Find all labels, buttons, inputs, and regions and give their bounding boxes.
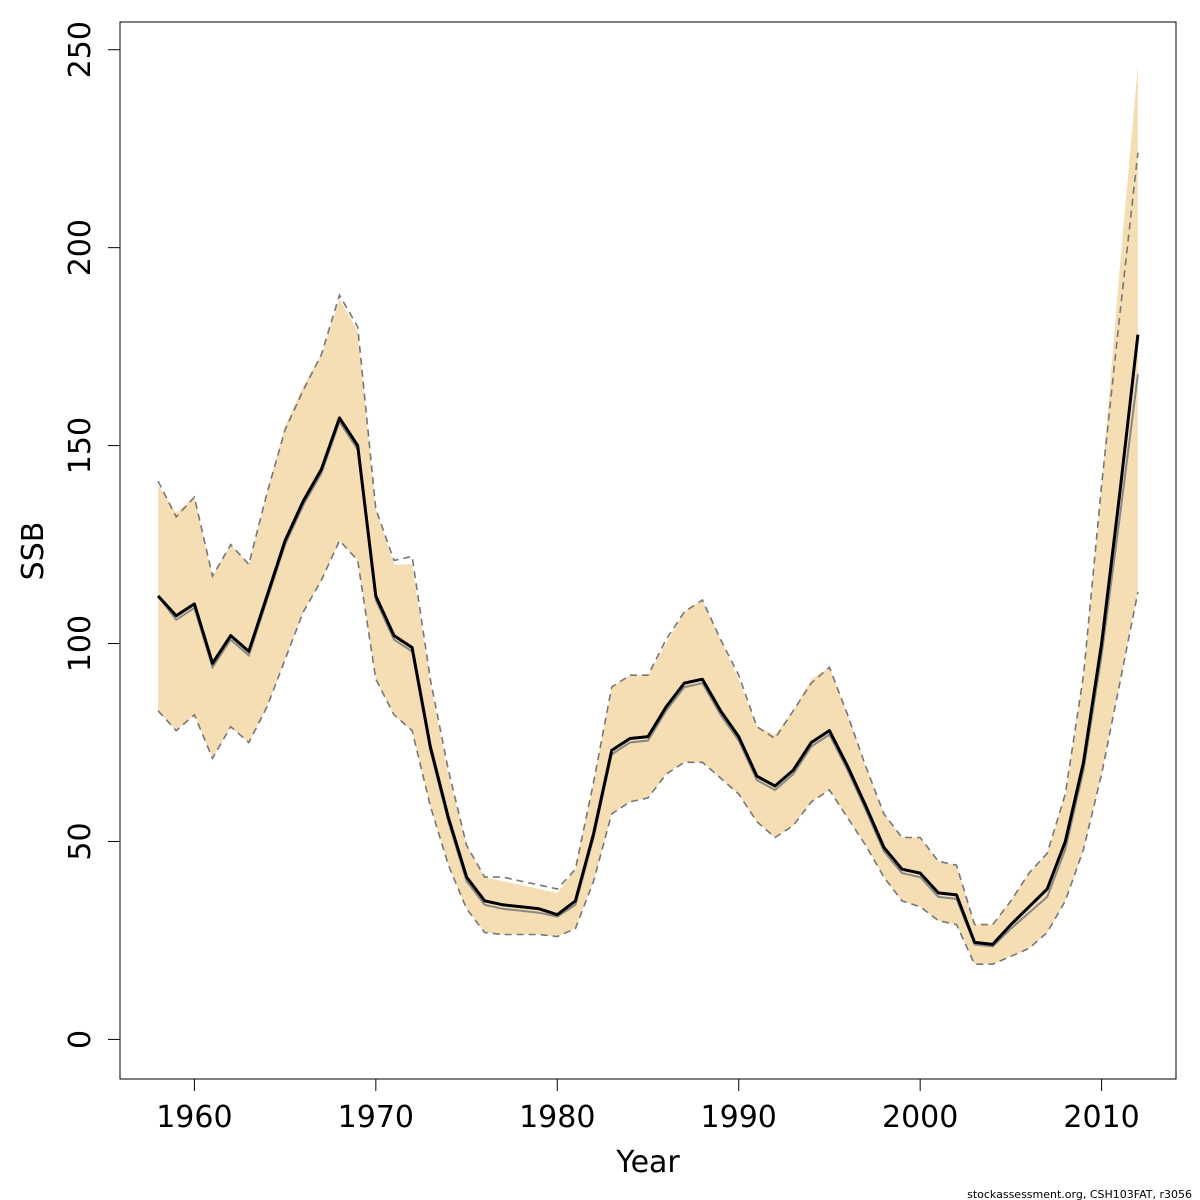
x-axis: 1960 1970 1980 1990 2000 2010 [156, 1078, 1140, 1135]
x-tick-label: 1960 [156, 1100, 232, 1135]
x-axis-title: Year [615, 1145, 680, 1180]
ci-upper-line [157, 152, 1139, 926]
y-axis: 0 50 100 150 200 250 [63, 21, 121, 1049]
footnote: stockassessment.org, CSH103FAT, r3056 [967, 1188, 1192, 1200]
y-tick-label: 150 [63, 417, 98, 474]
estimate-line [156, 334, 1140, 946]
x-tick-label: 2000 [882, 1100, 958, 1135]
y-tick-label: 250 [63, 21, 98, 78]
y-axis-title: SSB [16, 522, 51, 581]
confidence-band [158, 65, 1138, 965]
ci-lower-line [157, 539, 1139, 965]
x-tick-label: 2010 [1063, 1100, 1139, 1135]
y-tick-label: 0 [63, 1030, 98, 1049]
x-tick-label: 1990 [701, 1100, 777, 1135]
estimate-secondary-line [157, 374, 1139, 948]
x-tick-label: 1970 [338, 1100, 414, 1135]
y-tick-label: 100 [63, 615, 98, 672]
x-tick-label: 1980 [519, 1100, 595, 1135]
y-tick-label: 50 [63, 822, 98, 860]
y-tick-label: 200 [63, 219, 98, 276]
